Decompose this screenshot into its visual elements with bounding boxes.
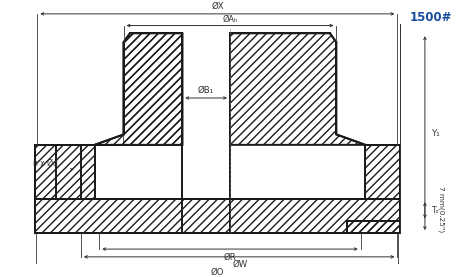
Text: n x Ød: n x Ød (33, 158, 57, 168)
Text: ØAₕ: ØAₕ (222, 14, 237, 24)
Text: ØX: ØX (211, 2, 223, 11)
Text: ØO: ØO (210, 268, 224, 277)
Text: 7 mm(0.25"): 7 mm(0.25") (437, 186, 443, 232)
Text: ØB₁: ØB₁ (197, 86, 214, 95)
Text: ØR: ØR (223, 252, 236, 261)
Polygon shape (95, 33, 182, 145)
Polygon shape (35, 145, 95, 199)
Polygon shape (35, 199, 399, 233)
Polygon shape (346, 221, 399, 233)
Text: Tₒ: Tₒ (431, 206, 439, 215)
Text: ØW: ØW (232, 260, 247, 269)
Polygon shape (230, 33, 364, 145)
Text: 1500#: 1500# (409, 11, 452, 24)
Text: Y₁: Y₁ (431, 129, 440, 138)
Polygon shape (95, 33, 182, 145)
Polygon shape (364, 145, 399, 199)
